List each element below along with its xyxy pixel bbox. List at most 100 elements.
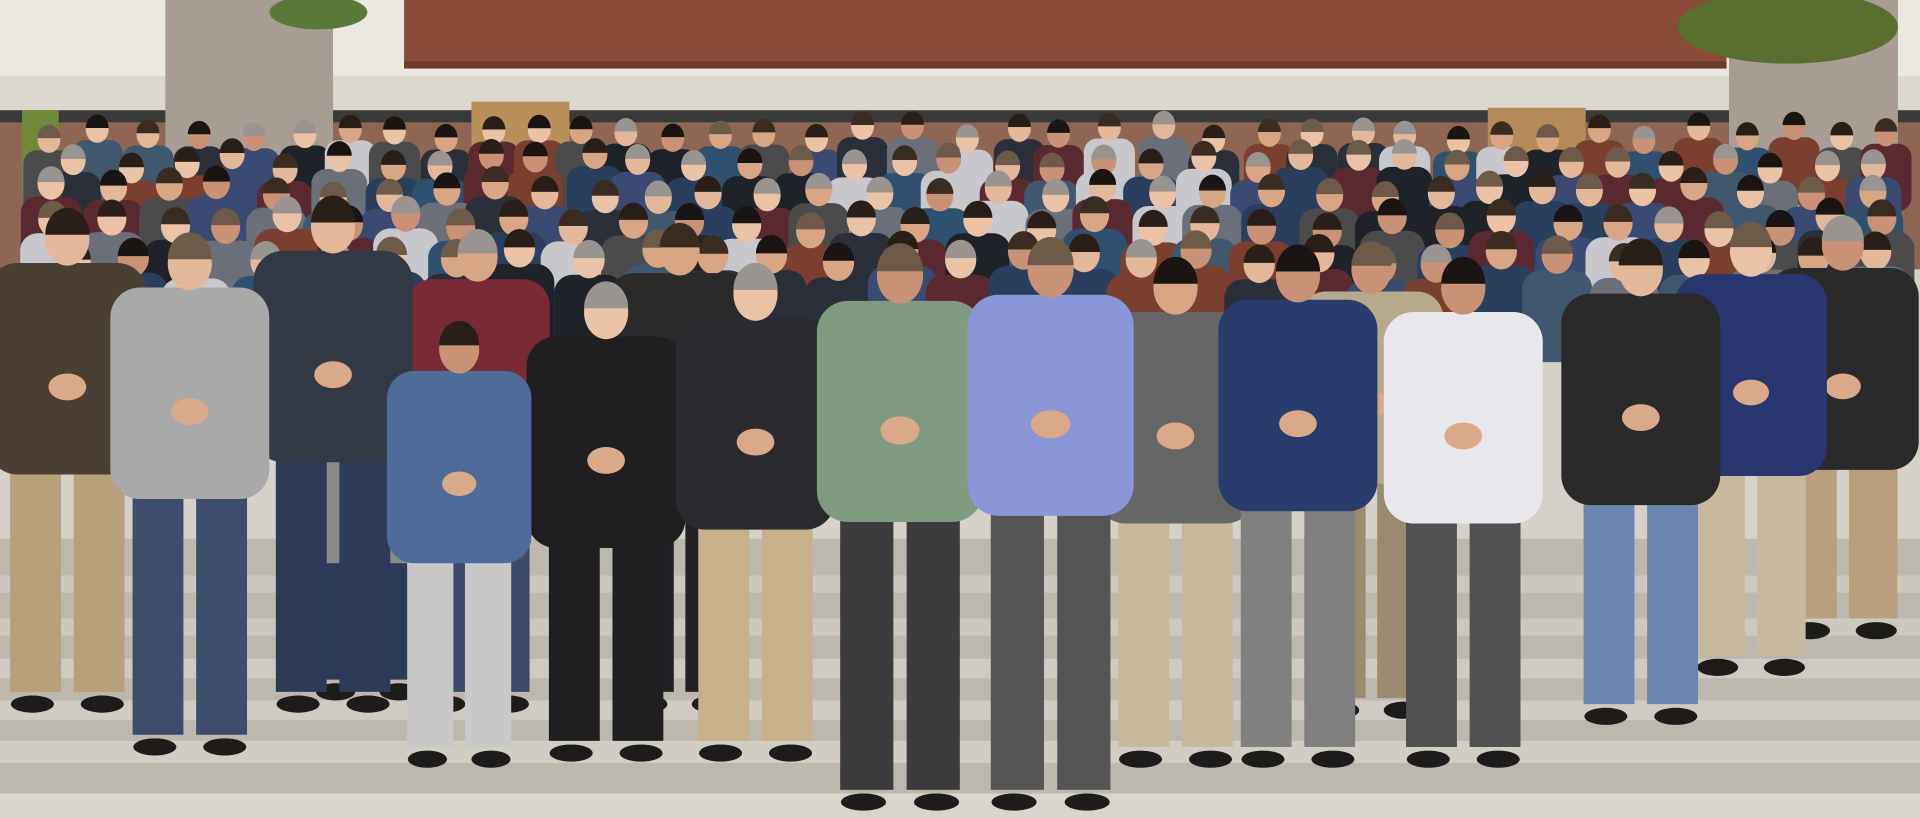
person-hair	[788, 145, 814, 161]
person-torso	[386, 371, 532, 564]
person-hair	[737, 148, 763, 163]
person-hair	[446, 208, 476, 226]
person-hair	[37, 166, 65, 183]
person-hair	[842, 149, 868, 165]
person-hair	[709, 120, 732, 135]
person-torso	[526, 336, 686, 548]
person-hair	[625, 143, 651, 159]
person-hair	[167, 232, 212, 260]
person-leg	[840, 509, 894, 790]
person-hair	[117, 237, 149, 257]
person-shoe	[80, 695, 124, 713]
person-hair	[1588, 114, 1611, 129]
person-hair	[1575, 173, 1603, 190]
person-hair	[1351, 241, 1392, 266]
person-shoe	[1654, 707, 1698, 725]
person-hair	[1007, 113, 1031, 128]
foliage	[269, 0, 368, 30]
person-hair	[644, 180, 672, 197]
person-hair	[262, 177, 291, 194]
person-shoe	[619, 744, 663, 762]
person-hair	[1312, 212, 1342, 230]
person-hair	[1814, 150, 1840, 166]
person-hair	[100, 169, 128, 186]
person-hair	[375, 236, 408, 255]
person-hair	[1558, 147, 1584, 162]
person-hair	[732, 206, 762, 224]
person-leg	[10, 462, 61, 692]
person-hair	[1152, 110, 1176, 125]
person-hair	[1316, 178, 1344, 195]
person-hair	[1821, 215, 1864, 242]
person-hair	[85, 114, 109, 128]
person-leg	[698, 517, 750, 741]
person-hair	[310, 195, 356, 223]
person-hair	[659, 222, 700, 248]
person-hair	[851, 111, 875, 125]
person-shoe	[276, 695, 320, 713]
person-shoe	[549, 744, 593, 762]
person-hair	[391, 195, 421, 213]
person-hair	[1393, 120, 1417, 135]
person-leg	[73, 462, 125, 692]
person-hair	[1874, 118, 1898, 132]
person-hair	[733, 262, 778, 290]
person-shoe	[991, 793, 1037, 811]
person-hair	[1736, 174, 1764, 191]
person-torso	[1383, 312, 1543, 524]
person-shoe	[407, 750, 447, 768]
person-leg	[132, 486, 184, 735]
person-hair	[1735, 122, 1759, 136]
person-hair	[1475, 170, 1504, 187]
person-shoe	[1188, 750, 1233, 768]
person-hair	[573, 239, 605, 259]
person-hair	[1079, 196, 1110, 214]
person-hair	[1859, 174, 1887, 191]
person-hand	[880, 416, 920, 445]
person-hair	[478, 138, 504, 154]
person-hair	[1138, 148, 1164, 164]
person-hair	[1377, 198, 1407, 216]
person-hair	[822, 242, 855, 261]
person-leg	[1240, 499, 1292, 747]
person-hand	[314, 361, 352, 389]
person-leg	[339, 450, 391, 692]
person-hair	[1628, 172, 1657, 189]
person-leg	[1181, 511, 1233, 747]
person-leg	[1469, 511, 1521, 747]
person-hair	[984, 170, 1012, 187]
person-shoe	[914, 793, 960, 811]
person-hair	[1441, 256, 1486, 284]
person-shoe	[1584, 707, 1628, 725]
person-hair	[482, 116, 506, 130]
person-shoe	[1406, 750, 1450, 768]
person-hair	[1503, 146, 1529, 161]
person-shoe	[1476, 750, 1520, 768]
person-shoe	[10, 695, 54, 713]
person-hair	[119, 152, 145, 168]
person-hair	[681, 150, 707, 165]
person-hand	[1156, 422, 1195, 450]
foliage	[1677, 0, 1898, 64]
person-leg	[1406, 511, 1457, 747]
person-hair	[1149, 175, 1177, 192]
person-hair	[1713, 143, 1739, 159]
person-hair	[1246, 208, 1277, 226]
person-hair	[1757, 152, 1783, 168]
person-hair	[1427, 175, 1455, 192]
person-hair	[805, 172, 833, 189]
person-hair	[60, 144, 86, 159]
person-hair	[614, 117, 638, 132]
person-hair	[380, 150, 406, 165]
person-hand	[736, 428, 775, 456]
person-hair	[376, 178, 404, 195]
person-hair	[1089, 168, 1117, 185]
person-leg	[1118, 511, 1170, 747]
person-hair	[1830, 121, 1854, 136]
brick-band-edge	[404, 61, 1727, 69]
person-hair	[1180, 230, 1212, 249]
person-hair	[936, 142, 962, 158]
person-hair	[963, 200, 993, 218]
person-hair	[499, 199, 529, 217]
